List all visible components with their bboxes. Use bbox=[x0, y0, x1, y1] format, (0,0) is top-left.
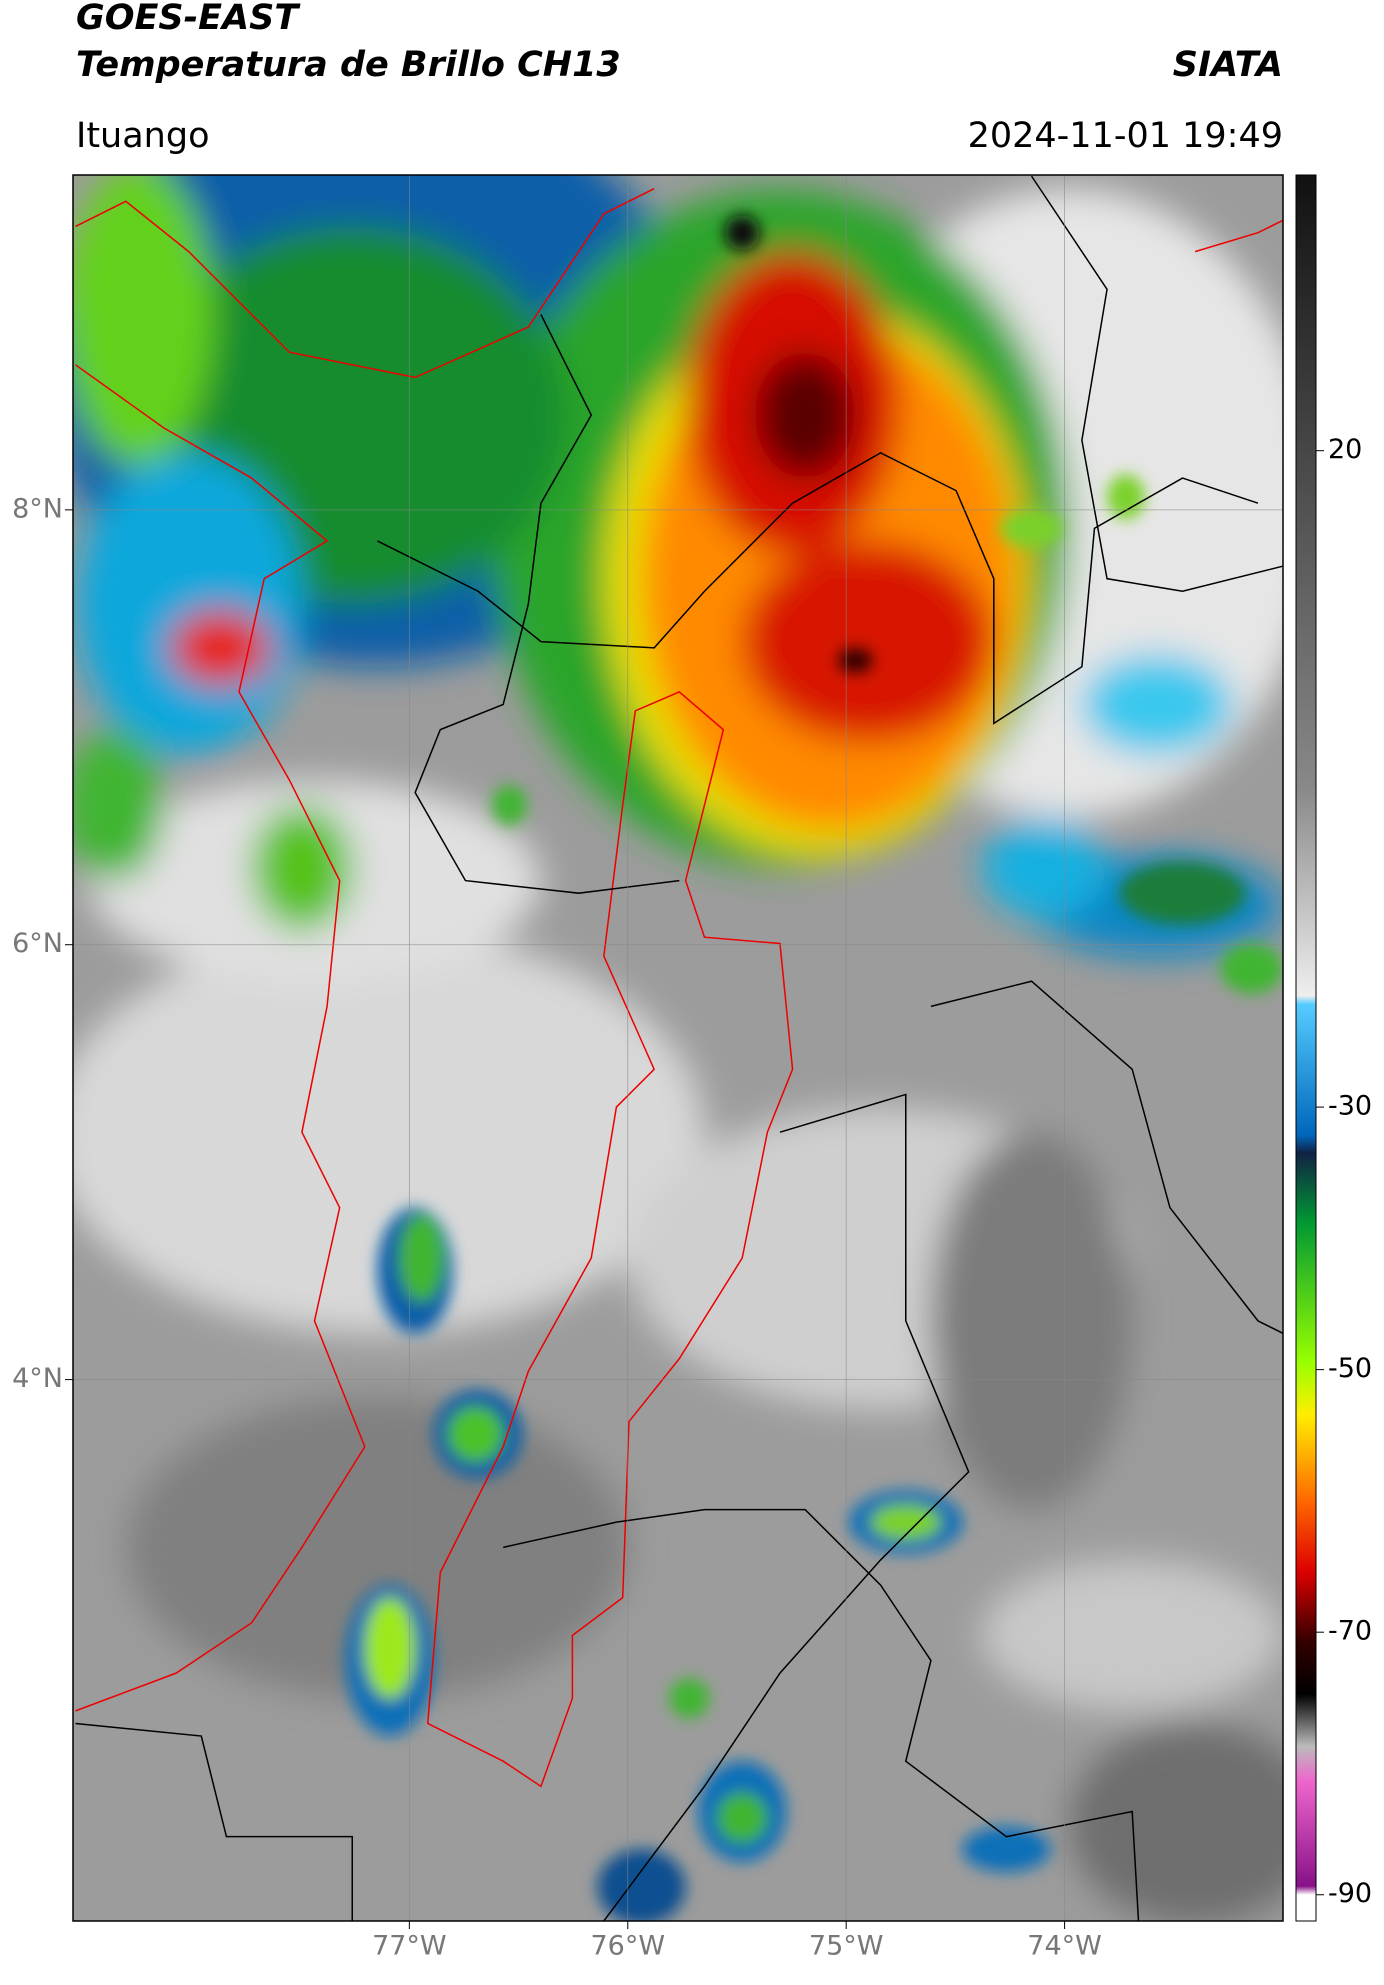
border bbox=[503, 1508, 1140, 1921]
colorbar-tick-label: -30 bbox=[1328, 1091, 1372, 1122]
source: SIATA bbox=[1173, 45, 1283, 85]
map-frame bbox=[72, 174, 1284, 1922]
department-border bbox=[426, 691, 794, 1788]
y-tick-label: 6°N bbox=[12, 928, 63, 959]
map-image bbox=[73, 175, 1283, 1921]
colorbar-tick-label: -70 bbox=[1328, 1616, 1372, 1647]
y-tick-label: 4°N bbox=[12, 1363, 63, 1394]
cloud-field bbox=[73, 175, 1283, 1921]
border bbox=[377, 452, 1259, 725]
border bbox=[414, 314, 680, 894]
colorbar-tick-label: -90 bbox=[1328, 1878, 1372, 1909]
border bbox=[603, 1093, 970, 1921]
border bbox=[75, 1722, 353, 1921]
coastline bbox=[75, 188, 655, 379]
border bbox=[930, 980, 1283, 1335]
datetime: 2024-11-01 19:49 bbox=[968, 116, 1283, 156]
location: Ituango bbox=[76, 116, 210, 156]
coastline bbox=[1194, 219, 1283, 253]
x-tick-label: 74°W bbox=[1027, 1931, 1102, 1962]
subtitle: Temperatura de Brillo CH13 bbox=[76, 45, 621, 85]
y-tick-label: 8°N bbox=[12, 493, 63, 524]
title: GOES-EAST bbox=[76, 0, 301, 38]
x-tick-label: 75°W bbox=[809, 1931, 884, 1962]
borders bbox=[75, 175, 1283, 1921]
x-tick-label: 76°W bbox=[590, 1931, 665, 1962]
colorbar bbox=[1295, 174, 1317, 1922]
grid bbox=[73, 175, 1283, 1921]
colorbar-tick-label: 20 bbox=[1328, 434, 1362, 465]
coastline bbox=[75, 364, 366, 1712]
colorbar-tick-label: -50 bbox=[1328, 1353, 1372, 1384]
ticks: 77°W 76°W 75°W 74°W 8°N 6°N 4°N 20 -30 -50 -70 -90 bbox=[12, 434, 1372, 1961]
x-tick-label: 77°W bbox=[372, 1931, 447, 1962]
